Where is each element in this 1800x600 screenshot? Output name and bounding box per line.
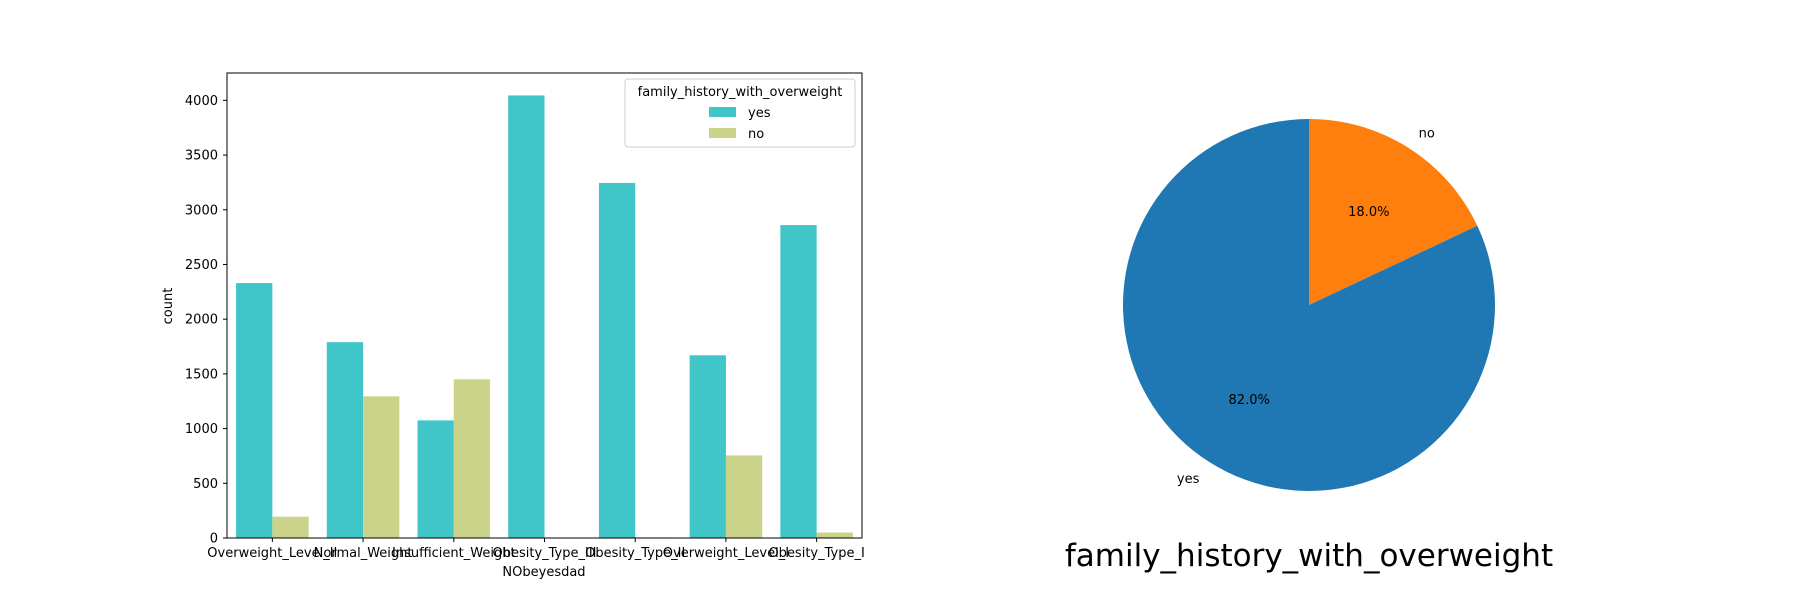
pie-labels: no 18.0% yes 82.0% [1177,126,1435,487]
pie-slices [1123,119,1495,492]
x-tick-label: Obesity_Type_II [585,546,685,561]
legend: family_history_with_overweight yes no [624,78,856,148]
y-tick-label: 2500 [185,258,218,273]
legend-label-no: no [748,127,764,142]
y-tick-label: 500 [193,477,218,492]
y-tick-label: 2000 [185,313,218,328]
y-tick-label: 1500 [185,367,218,382]
legend-frame [624,78,856,148]
x-axis-label: NObeyesdad [502,565,585,580]
bar-no-Insufficient_Weight [453,379,491,538]
y-tick-label: 4000 [185,94,218,109]
bar-yes-Normal_Weight [326,342,364,538]
x-tick-label: Normal_Weight [314,546,413,561]
bar-yes-Obesity_Type_II [598,182,636,538]
pie-slice-yes [1123,119,1495,492]
y-tick-label: 1000 [185,422,218,437]
y-tick-label: 3500 [185,149,218,164]
bar-yes-Obesity_Type_III [508,95,545,539]
bar-yes-Insufficient_Weight [417,420,454,538]
bar-no-Overweight_Level_II [272,516,309,538]
x-tick-label: Overweight_Level_II [207,546,337,561]
pie-title: family_history_with_overweight [1065,538,1553,574]
pie-slice-no [1309,119,1478,305]
bar-chart: 0 500 1000 1500 2000 2500 3000 3500 4000 Overwei… [161,72,865,580]
bar-series-group [236,95,853,539]
x-tick-label: Obesity_Type_III [492,546,596,561]
x-tick-label: Obesity_Type_I [768,546,864,561]
pie-pct-no: 18.0% [1348,205,1389,220]
legend-label-yes: yes [748,106,771,121]
legend-swatch-yes [709,107,736,117]
pie-chart: no 18.0% yes 82.0% family_history_with_over… [1065,119,1553,574]
pie-pct-yes: 82.0% [1229,393,1270,408]
legend-swatch-no [709,128,736,138]
pie-label-yes: yes [1177,472,1200,487]
bar-yes-Overweight_Level_II [236,283,273,538]
x-tick-label: Insufficient_Weight [392,546,516,561]
bar-no-Overweight_Level_I [725,455,763,538]
y-tick-label: 3000 [185,203,218,218]
bar-yes-Overweight_Level_I [689,355,726,538]
x-tick-label: Overweight_Level_I [663,546,789,561]
bar-no-Normal_Weight [363,396,400,538]
bar-yes-Obesity_Type_I [780,225,817,538]
pie-label-no: no [1419,126,1435,141]
legend-title: family_history_with_overweight [638,85,843,100]
y-tick-label: 0 [210,532,218,547]
bar-no-Obesity_Type_I [816,532,853,538]
x-axis-ticks: Overweight_Level_IINormal_WeightInsuffic… [207,538,865,561]
y-axis-label: count [161,288,176,325]
y-axis-ticks: 0 500 1000 1500 2000 2500 3000 3500 4000 [185,94,227,547]
